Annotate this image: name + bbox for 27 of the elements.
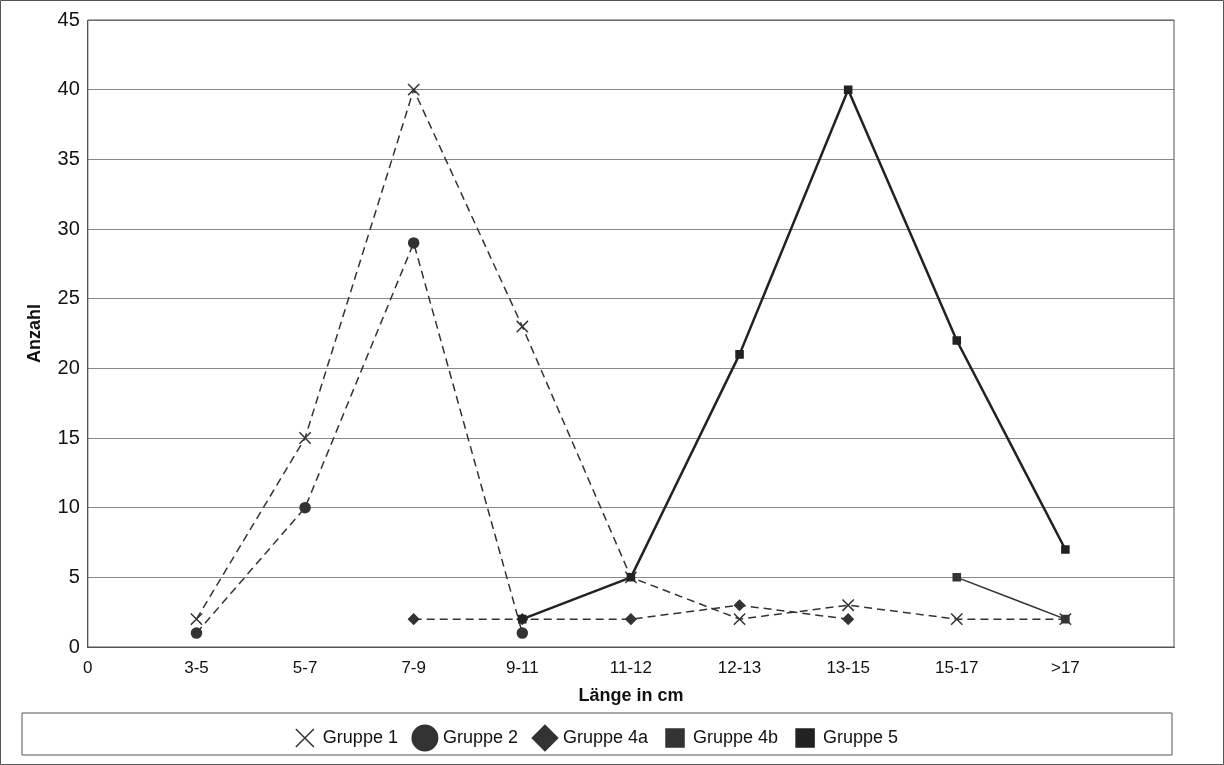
y-tick-label: 45 <box>57 7 80 30</box>
legend-label: Gruppe 1 <box>322 726 398 747</box>
y-tick-label: 20 <box>57 355 80 378</box>
legend-label: Gruppe 4a <box>562 726 650 747</box>
legend-label: Gruppe 2 <box>442 726 518 747</box>
x-tick-label: >17 <box>1050 657 1080 677</box>
x-tick-label: 9-11 <box>505 657 539 677</box>
x-tick-label: 11-12 <box>609 657 653 677</box>
x-tick-label: 15-17 <box>935 657 979 677</box>
x-tick-label: 12-13 <box>717 657 762 677</box>
y-tick-label: 30 <box>57 216 80 239</box>
y-tick-label: 25 <box>57 286 80 309</box>
y-axis-title: Anzahl <box>23 303 44 364</box>
x-axis-title: Länge in cm <box>578 685 684 706</box>
x-tick-label: 7-9 <box>401 657 426 677</box>
x-tick-label: 0 <box>83 657 93 677</box>
x-tick-label: 5-7 <box>292 657 318 677</box>
legend-label: Gruppe 5 <box>823 726 899 747</box>
x-tick-label: 13-15 <box>826 657 870 677</box>
y-tick-label: 0 <box>68 634 80 657</box>
legend-label: Gruppe 4b <box>693 726 779 747</box>
x-tick-label: 3-5 <box>184 657 209 677</box>
y-tick-label: 40 <box>57 77 80 100</box>
y-tick-label: 15 <box>57 425 80 448</box>
y-tick-label: 35 <box>57 146 80 169</box>
y-tick-label: 5 <box>68 564 80 587</box>
y-tick-label: 10 <box>57 495 80 518</box>
